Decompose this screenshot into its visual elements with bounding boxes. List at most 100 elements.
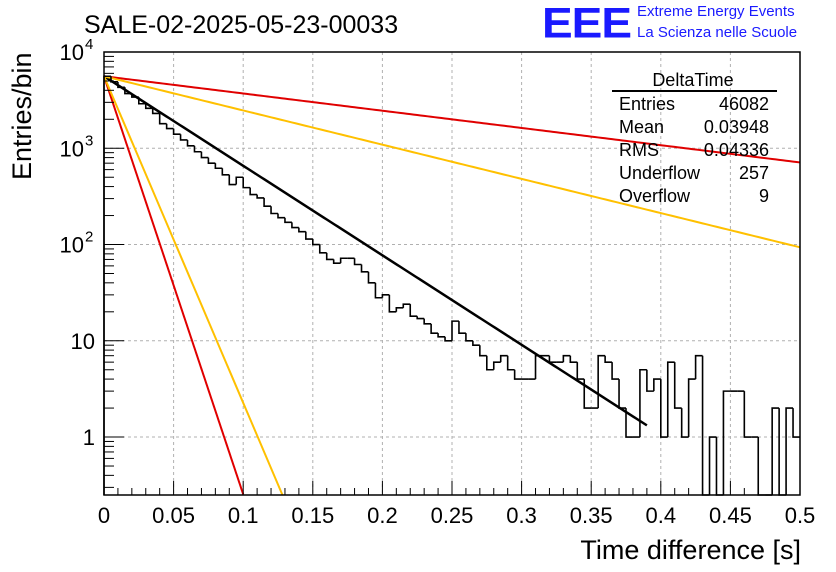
x-axis-label: Time difference [s]: [580, 535, 801, 565]
histogram-bin-38: [367, 271, 376, 284]
histogram-bin-19: [235, 176, 244, 185]
stats-value-rms: 0.04336: [704, 140, 769, 160]
histogram-bin-75: [625, 408, 633, 438]
histogram-bin-47: [430, 323, 439, 334]
histogram-bin-81: [666, 361, 675, 438]
fit-curves: [103, 75, 801, 496]
stats-box: DeltaTime Entries 46082 Mean 0.03948 RMS 0.04…: [612, 70, 777, 206]
fit-curve-red-steep: [103, 75, 245, 495]
histogram-bin-85: [694, 354, 703, 380]
y-tick-exponent-4: 4: [85, 36, 93, 53]
histogram-bin-73: [611, 362, 620, 380]
histogram-bin-36: [353, 258, 362, 266]
histogram-bin-96: [771, 407, 780, 495]
histogram-bin-48: [437, 333, 446, 338]
histogram-bin-83: [680, 408, 689, 438]
stats-label-rms: RMS: [619, 140, 659, 160]
x-tick-label-9: 0.45: [709, 503, 752, 528]
fit-curve-red-flat: [103, 75, 801, 164]
y-tick-label-1: 10: [71, 329, 95, 354]
histogram-bin-23: [263, 197, 272, 208]
histogram-bin-13: [193, 145, 202, 153]
histogram-bin-14: [200, 151, 209, 159]
histogram-bin-34: [339, 257, 348, 264]
y-tick-label-3: 10: [60, 136, 84, 161]
histogram-bin-11: [179, 134, 188, 141]
x-tick-label-2: 0.1: [228, 503, 259, 528]
histogram-bin-6: [144, 103, 153, 110]
histogram-bin-98: [785, 407, 794, 495]
stats-label-entries: Entries: [619, 94, 675, 114]
x-tick-label-10: 0.5: [785, 503, 816, 528]
histogram-bin-51: [458, 321, 466, 334]
x-tick-label-3: 0.15: [291, 503, 334, 528]
histogram-bin-27: [291, 222, 299, 229]
histogram-bin-87: [708, 436, 717, 495]
x-tick-labels: 0 0.05 0.1 0.15 0.2 0.25 0.3 0.35 0.4 0.45 0.5: [98, 503, 815, 528]
histogram-bin-55: [486, 355, 494, 371]
histogram-bin-15: [207, 157, 216, 164]
histogram-bin-44: [409, 304, 418, 318]
stats-value-mean: 0.03948: [704, 117, 769, 137]
histogram-bin-5: [138, 97, 146, 105]
stats-title: DeltaTime: [652, 70, 733, 90]
histogram-bin-58: [506, 355, 515, 371]
histogram-bin-29: [305, 231, 313, 240]
stats-label-underflow: Underflow: [619, 163, 701, 183]
x-tick-label-7: 0.35: [570, 503, 613, 528]
x-tick-label-8: 0.4: [646, 503, 677, 528]
axis-ticks: [103, 51, 801, 495]
histogram-bin-41: [388, 294, 397, 313]
logo-line-2: La Scienza nelle Scuole: [637, 24, 798, 41]
histogram-bin-89: [722, 390, 731, 495]
histogram-bin-57: [499, 354, 508, 363]
stats-value-underflow: 257: [739, 163, 769, 183]
histogram-bin-53: [472, 340, 480, 346]
histogram-bin-80: [660, 379, 668, 438]
histogram-bin-77: [639, 368, 647, 438]
histogram-bin-86: [701, 355, 710, 496]
histogram-bin-64: [548, 355, 557, 363]
y-tick-exponent-2: 2: [85, 229, 93, 246]
x-tick-label-5: 0.25: [431, 503, 474, 528]
histogram-bin-4: [131, 93, 139, 98]
histogram-bin-69: [583, 379, 592, 409]
histogram-bin-59: [513, 369, 522, 380]
histogram-bin-66: [562, 354, 571, 363]
chart-title: SALE-02-2025-05-23-00033: [84, 11, 398, 39]
fit-curve-orange-steep: [103, 75, 284, 496]
y-axis-label: Entries/bin: [7, 52, 37, 180]
histogram-bin-74: [618, 379, 626, 409]
histogram-bin-0: [103, 75, 111, 495]
histogram-bin-10: [172, 128, 181, 135]
histogram-bin-22: [256, 194, 265, 199]
histogram-bin-68: [576, 362, 585, 380]
histogram-bin-50: [451, 320, 459, 341]
histogram-bin-99: [792, 408, 800, 438]
histogram-bin-71: [597, 354, 606, 409]
histogram-bin-21: [249, 187, 258, 196]
histogram-bin-3: [124, 87, 132, 95]
histogram-bin-20: [242, 177, 251, 189]
histogram-bin-33: [332, 259, 341, 264]
histogram-bin-18: [228, 174, 237, 186]
stats-label-overflow: Overflow: [619, 186, 691, 206]
histogram-bin-37: [360, 264, 369, 273]
histogram-bin-7: [151, 108, 160, 115]
histogram-bin-12: [186, 139, 195, 147]
x-tick-label-1: 0.05: [152, 503, 195, 528]
histogram-bin-84: [687, 378, 696, 438]
histogram-bin-2: [117, 81, 125, 89]
y-tick-label-2: 10: [60, 233, 84, 258]
x-tick-label-0: 0: [98, 503, 110, 528]
histogram-bin-49: [444, 336, 452, 342]
histogram-bin-39: [374, 282, 383, 299]
histogram-bin-31: [318, 244, 327, 254]
histogram-bin-62: [534, 354, 543, 380]
histogram-bin-30: [312, 239, 320, 246]
histogram-bin-92: [743, 391, 752, 438]
histogram-bin-78: [646, 369, 654, 392]
histogram-bin-56: [492, 361, 501, 370]
histogram-bin-94: [757, 437, 766, 496]
